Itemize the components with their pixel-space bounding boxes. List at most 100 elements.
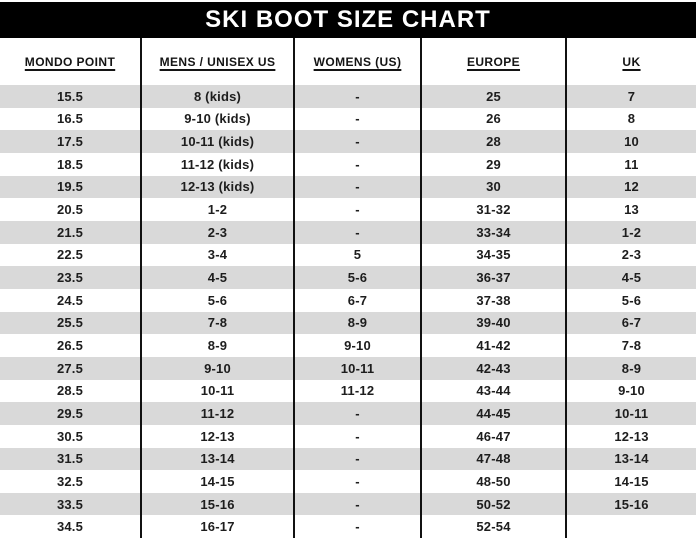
table-row: 33.5 15-16-50-52 15-16 [0, 492, 696, 516]
table-cell: 12 [565, 175, 696, 199]
table-header-row: MONDO POINT MENS / UNISEX US WOMENS (US)… [0, 38, 696, 85]
table-cell: 42-43 [420, 356, 565, 380]
table-cell: 13-14 [565, 447, 696, 471]
table-cell: 41-42 [420, 334, 565, 357]
table-cell: 30.5 [56, 428, 84, 444]
table-cell: 34-35 [420, 243, 565, 267]
table-cell: 21.5 [56, 224, 84, 240]
table-row: 15.5 8 (kids) -25 7 [0, 85, 696, 108]
table-cell: 10-11 [565, 402, 696, 425]
table-cell: 18.5 [56, 156, 84, 172]
table-cell: 11-12 [140, 402, 293, 425]
table-cell: 28.5 [56, 383, 84, 399]
table-row: 25.5 7-8 8-9 39-40 6-7 [0, 311, 696, 335]
table-cell: 6-7 [565, 311, 696, 335]
table-row: 28.5 10-11 11-12 43-44 9-10 [0, 379, 696, 403]
table-cell: 50-52 [420, 492, 565, 516]
table-cell: 14-15 [140, 470, 293, 493]
table-row: 26.5 8-9 9-10 41-42 7-8 [0, 334, 696, 357]
table-cell: - [293, 198, 420, 221]
table-cell: 1-2 [140, 198, 293, 221]
table-cell: 14-15 [565, 470, 696, 493]
table-cell: 31-32 [420, 198, 565, 221]
table-cell: 8-9 [565, 356, 696, 380]
table-cell: - [293, 85, 420, 108]
table-row: 29.5 11-12-44-45 10-11 [0, 402, 696, 425]
table-cell: 32.5 [56, 473, 84, 489]
table-cell: 27.5 [56, 360, 84, 376]
table-cell: 34.5 [56, 519, 84, 535]
table-cell: 33.5 [56, 496, 84, 512]
table-cell: 13-14 [140, 447, 293, 471]
table-cell: 22.5 [56, 247, 84, 263]
table-row: 32.5 14-15-48-50 14-15 [0, 470, 696, 493]
table-body: 15.5 8 (kids) -25 7 16.5 9-10 (kids) -26 8 17.5 1… [0, 85, 696, 538]
table-cell: 10-11 [293, 356, 420, 380]
table-row: 20.5 1-2-31-32 13 [0, 198, 696, 221]
table-cell: 52-54 [420, 515, 565, 538]
table-cell: 36-37 [420, 266, 565, 289]
table-cell: 16.5 [56, 111, 84, 127]
table-row: 17.5 10-11 (kids) -28 10 [0, 130, 696, 153]
table-cell: 8-9 [140, 334, 293, 357]
table-cell: - [293, 515, 420, 538]
table-cell: 16-17 [140, 515, 293, 538]
table-cell: - [293, 220, 420, 244]
table-cell: 30 [420, 175, 565, 199]
table-cell: 13 [565, 198, 696, 221]
table-cell: 26 [420, 107, 565, 131]
table-cell: 46-47 [420, 424, 565, 448]
table-cell: - [293, 175, 420, 199]
table-cell: 29 [420, 152, 565, 176]
table-cell: - [293, 492, 420, 516]
table-cell: 28 [420, 130, 565, 153]
table-cell: 17.5 [56, 134, 84, 150]
table-cell: 6-7 [293, 288, 420, 312]
table-cell: 8-9 [293, 311, 420, 335]
table-row: 23.5 4-5 5-6 36-37 4-5 [0, 266, 696, 289]
table-cell: 39-40 [420, 311, 565, 335]
table-cell: 12-13 [565, 424, 696, 448]
table-cell: 25.5 [56, 315, 84, 331]
table-row: 24.5 5-6 6-7 37-38 5-6 [0, 288, 696, 312]
table-cell: 4-5 [140, 266, 293, 289]
table-cell [565, 515, 696, 538]
table-cell: 12-13 (kids) [140, 175, 293, 199]
column-header-europe: EUROPE [420, 38, 565, 85]
table-cell: 9-10 [565, 379, 696, 403]
column-header-womens-us: WOMENS (US) [293, 38, 420, 85]
table-cell: 9-10 [293, 334, 420, 357]
table-cell: 29.5 [56, 406, 84, 422]
table-cell: - [293, 470, 420, 493]
table-cell: 20.5 [56, 202, 84, 218]
table-cell: 25 [420, 85, 565, 108]
table-cell: 5-6 [140, 288, 293, 312]
table-cell: 7-8 [140, 311, 293, 335]
table-cell: 26.5 [56, 338, 84, 354]
table-cell: - [293, 424, 420, 448]
table-cell: 4-5 [565, 266, 696, 289]
table-cell: - [293, 447, 420, 471]
table-row: 18.5 11-12 (kids) -29 11 [0, 152, 696, 176]
table-cell: 2-3 [140, 220, 293, 244]
table-cell: 9-10 (kids) [140, 107, 293, 131]
table-cell: 33-34 [420, 220, 565, 244]
title-bar: SKI BOOT SIZE CHART [0, 2, 696, 38]
table-cell: 19.5 [56, 179, 84, 195]
table-row: 31.5 13-14-47-48 13-14 [0, 447, 696, 471]
table-cell: 48-50 [420, 470, 565, 493]
table-cell: 1-2 [565, 220, 696, 244]
table-cell: - [293, 402, 420, 425]
table-cell: 7-8 [565, 334, 696, 357]
table-row: 30.5 12-13-46-47 12-13 [0, 424, 696, 448]
table-cell: 11-12 [293, 379, 420, 403]
table-cell: 24.5 [56, 292, 84, 308]
column-header-mens-unisex-us: MENS / UNISEX US [140, 38, 293, 85]
column-header-mondo-point: MONDO POINT [24, 54, 116, 69]
table-cell: 12-13 [140, 424, 293, 448]
table-cell: 3-4 [140, 243, 293, 267]
table-row: 21.5 2-3-33-34 1-2 [0, 220, 696, 244]
table-cell: 5-6 [565, 288, 696, 312]
table-cell: 47-48 [420, 447, 565, 471]
